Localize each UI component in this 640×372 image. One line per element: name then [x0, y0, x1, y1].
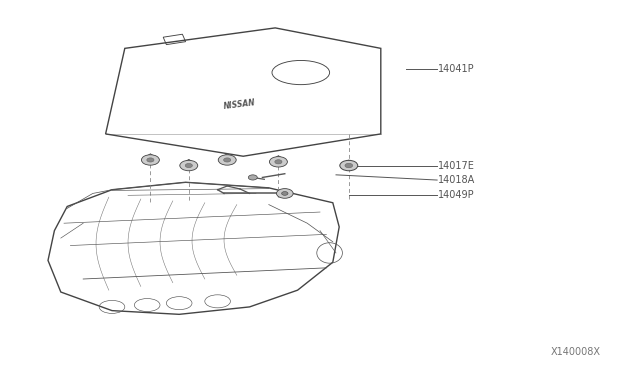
- Circle shape: [147, 158, 154, 162]
- Polygon shape: [141, 154, 159, 160]
- Text: NISSAN: NISSAN: [223, 98, 257, 110]
- Circle shape: [180, 160, 198, 171]
- Circle shape: [345, 163, 353, 168]
- Circle shape: [141, 155, 159, 165]
- Circle shape: [282, 192, 288, 195]
- Circle shape: [248, 175, 257, 180]
- Circle shape: [340, 160, 358, 171]
- Polygon shape: [340, 160, 358, 166]
- Circle shape: [275, 160, 282, 164]
- Text: 14049P: 14049P: [438, 190, 475, 199]
- Text: 14017E: 14017E: [438, 161, 476, 170]
- Polygon shape: [269, 155, 287, 162]
- Polygon shape: [218, 154, 236, 160]
- Circle shape: [276, 189, 293, 198]
- Text: X140008X: X140008X: [551, 347, 601, 357]
- Circle shape: [185, 163, 193, 168]
- Circle shape: [223, 158, 231, 162]
- Text: 14041P: 14041P: [438, 64, 475, 74]
- Polygon shape: [180, 159, 198, 166]
- Text: 14018A: 14018A: [438, 175, 476, 185]
- Circle shape: [269, 157, 287, 167]
- Circle shape: [218, 155, 236, 165]
